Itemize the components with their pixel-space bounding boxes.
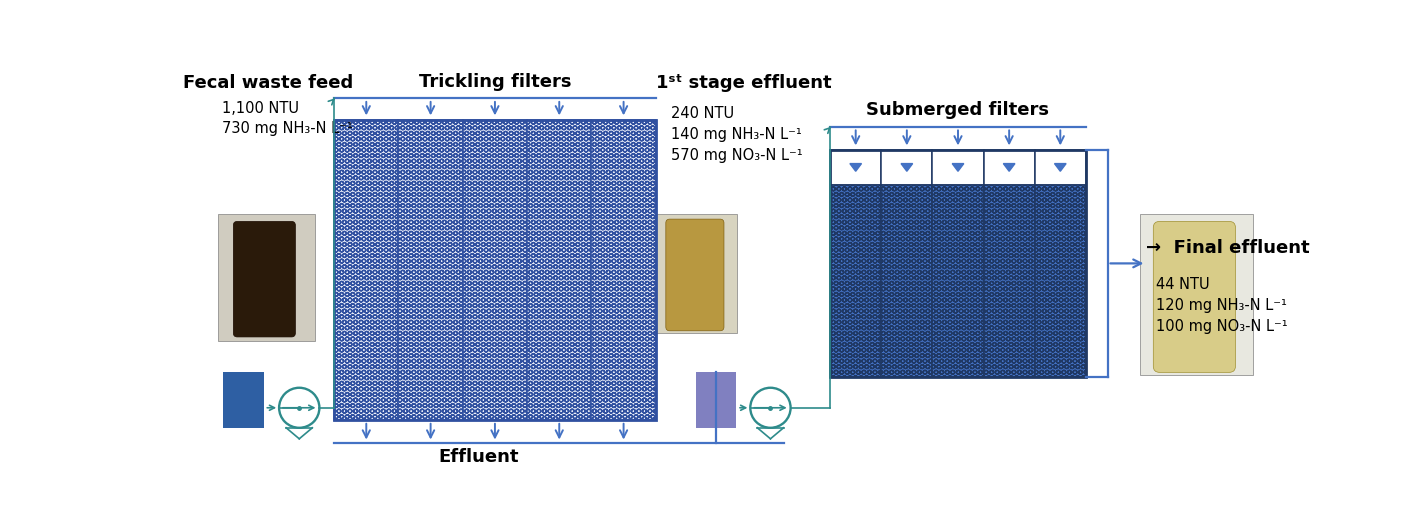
Text: 240 NTU: 240 NTU — [672, 106, 735, 121]
Bar — [830, 185, 882, 377]
Text: Effluent: Effluent — [439, 448, 519, 466]
FancyBboxPatch shape — [233, 221, 296, 337]
Text: 120 mg NH₃-N L⁻¹: 120 mg NH₃-N L⁻¹ — [1155, 298, 1287, 313]
Text: Trickling filters: Trickling filters — [419, 72, 571, 90]
Bar — [398, 120, 463, 420]
Text: 44 NTU: 44 NTU — [1155, 277, 1210, 292]
Polygon shape — [850, 163, 861, 171]
Text: Fecal waste feed: Fecal waste feed — [184, 73, 353, 92]
Bar — [334, 120, 656, 420]
Bar — [334, 120, 398, 420]
Text: 730 mg NH₃-N L⁻¹: 730 mg NH₃-N L⁻¹ — [222, 121, 352, 136]
Bar — [695, 372, 736, 428]
Bar — [932, 150, 984, 185]
Bar — [217, 214, 315, 341]
Text: 100 mg NO₃-N L⁻¹: 100 mg NO₃-N L⁻¹ — [1155, 319, 1287, 334]
Polygon shape — [1054, 163, 1066, 171]
Text: 140 mg NH₃-N L⁻¹: 140 mg NH₃-N L⁻¹ — [672, 127, 802, 142]
Bar — [1035, 150, 1087, 185]
Polygon shape — [952, 163, 963, 171]
Text: Submerged filters: Submerged filters — [866, 101, 1050, 119]
Polygon shape — [901, 163, 913, 171]
Bar — [882, 185, 932, 377]
Text: 1ˢᵗ stage effluent: 1ˢᵗ stage effluent — [656, 73, 831, 92]
Text: 1,100 NTU: 1,100 NTU — [222, 100, 299, 115]
Bar — [656, 214, 737, 333]
Bar — [830, 150, 882, 185]
Bar — [1140, 214, 1252, 375]
FancyBboxPatch shape — [666, 219, 723, 331]
Bar — [1035, 185, 1087, 377]
Bar — [463, 120, 527, 420]
Text: 570 mg NO₃-N L⁻¹: 570 mg NO₃-N L⁻¹ — [672, 147, 803, 162]
Bar — [882, 150, 932, 185]
FancyBboxPatch shape — [1154, 221, 1235, 372]
Bar — [830, 150, 1087, 377]
Text: →  Final effluent: → Final effluent — [1147, 239, 1309, 257]
Bar — [527, 120, 592, 420]
Bar — [592, 120, 656, 420]
Bar — [984, 150, 1035, 185]
Polygon shape — [1004, 163, 1015, 171]
Bar — [932, 185, 984, 377]
Bar — [223, 372, 264, 428]
Bar — [984, 185, 1035, 377]
